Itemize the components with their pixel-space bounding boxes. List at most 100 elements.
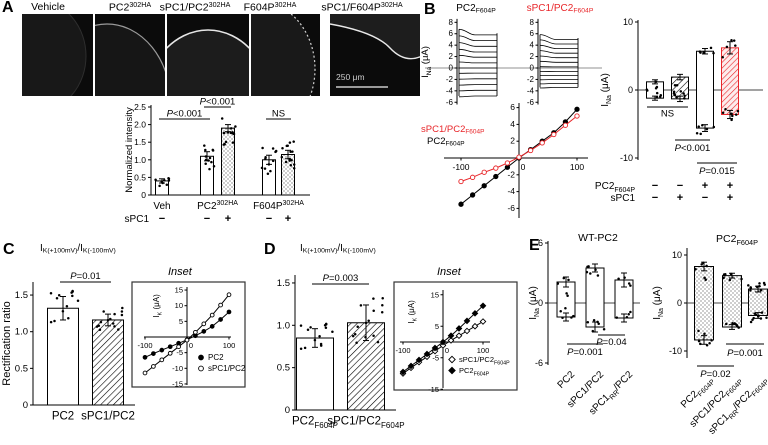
y-tick: -6	[527, 98, 535, 107]
significance-bracket: P=0.003	[312, 273, 369, 285]
legend-label: sPC1/PC2F604P	[459, 355, 510, 366]
iv-legend-item-spc1-pc2f604p: sPC1/PC2F604P	[421, 124, 485, 136]
y-tick: -6	[507, 203, 515, 213]
y-tick: -2	[527, 75, 535, 84]
significance-label: P<0.001	[167, 109, 203, 120]
y-tick: -4	[446, 86, 454, 95]
y-tick: 4	[449, 41, 454, 50]
panel-b-label: B	[424, 1, 436, 18]
significance-label: NS	[272, 109, 285, 120]
x-tick: 100	[570, 162, 584, 172]
y-tick: 2.5	[134, 102, 146, 112]
legend: PC2 sPC1/PC2	[198, 353, 246, 373]
group-label: F604P302HA	[253, 200, 304, 212]
y-axis-label: Normalized intensity	[124, 107, 135, 193]
trace-family: 8 6 4 2 0 -2 -4 -6	[446, 18, 498, 107]
row-symbol: +	[225, 213, 231, 225]
panel-d-chart-title: IK(+100mV)/IK(-100mV)	[300, 243, 376, 255]
y-tick: -4	[527, 86, 535, 95]
x-tick: -100	[452, 162, 469, 172]
y-tick: 1.5	[277, 278, 290, 289]
y-tick: 8	[449, 18, 454, 27]
y-tick: 0	[628, 85, 633, 95]
x-tick: 0	[521, 162, 526, 172]
series	[458, 113, 580, 185]
legend-label: PC2	[208, 353, 224, 362]
y-tick: 8	[530, 18, 535, 27]
floating-bar	[695, 46, 716, 136]
y-tick: 6	[530, 29, 535, 38]
floating-bar	[645, 79, 664, 101]
y-tick: 0.5	[15, 363, 28, 374]
y-tick: 0	[449, 64, 454, 73]
significance-label: P=0.003	[323, 273, 359, 284]
panel-c-chart-title: IK(+100mV)/IK(-100mV)	[40, 243, 116, 255]
traces-title-pc2f604p: PC2F604P	[456, 3, 496, 15]
bar	[92, 306, 124, 406]
y-tick: 10	[175, 301, 183, 310]
row-symbol: +	[677, 192, 683, 204]
bar	[280, 140, 296, 196]
y-tick: 2	[530, 52, 535, 61]
y-tick: 2.0	[134, 120, 146, 130]
y-tick: 5	[435, 322, 439, 331]
axis: -100 0 100 15 10 5 -5 -10 -15 IK (μA)	[137, 286, 235, 389]
y-tick: 1.0	[134, 155, 146, 165]
y-tick: 0.5	[277, 363, 290, 374]
micrograph-label-vehicle: Vehicle	[31, 1, 65, 13]
group-label: PC2302HA	[197, 200, 238, 212]
floating-bar	[694, 261, 714, 347]
significance-label: P=0.015	[699, 166, 735, 177]
significance-label: P=0.001	[727, 348, 763, 359]
y-tick: 0	[285, 405, 290, 416]
y-tick: -10	[669, 346, 682, 356]
significance-bracket: P=0.04	[596, 334, 627, 348]
y-tick: -5	[176, 348, 183, 357]
y-tick: 0	[677, 298, 682, 308]
floating-bar	[585, 263, 606, 333]
x-tick: -100	[137, 341, 152, 350]
significance-label: P=0.001	[567, 347, 603, 358]
group-label: Veh	[153, 201, 170, 212]
inset-c-title: Inset	[168, 266, 192, 278]
y-axis-label: INa (μA)	[528, 286, 541, 320]
panel-b-current-traces: 8 6 4 2 0 -2 -4 -6 8 6 4 2 0 -2 -4 -6 INa (μA)	[420, 18, 602, 107]
significance-bracket: NS	[266, 109, 291, 120]
y-axis-label: IK (μA)	[407, 300, 418, 324]
y-tick: 0	[23, 400, 28, 411]
inset-d-title: Inset	[437, 266, 461, 278]
category-label: PC2	[556, 369, 578, 391]
x-tick: 100	[477, 346, 490, 355]
bar	[154, 176, 171, 196]
y-tick: -6	[446, 98, 454, 107]
inset-frame	[131, 281, 246, 388]
y-axis-label: Rectification ratio	[1, 301, 13, 385]
bar	[47, 289, 80, 406]
y-axis-label: IK (μA)	[152, 294, 163, 318]
y-tick: -6	[535, 358, 543, 368]
iv-legend-item-pc2f604p: PC2F604P	[427, 136, 465, 148]
y-tick: -10	[620, 153, 633, 163]
y-axis-label: INa (μA)	[652, 286, 665, 320]
micrograph	[95, 14, 165, 96]
x-tick: 0	[189, 341, 193, 350]
micrograph-label-pc2: PC2302HA	[108, 1, 152, 14]
panel-b-iv-plot: -100 0 100 -6 -4 -2 2 4 6	[444, 102, 588, 218]
row-symbol: +	[702, 180, 708, 192]
row-symbol: +	[727, 192, 733, 204]
significance-bracket: NS	[647, 106, 688, 120]
significance-label: P=0.02	[700, 369, 730, 380]
micrograph: 250 μm	[330, 14, 420, 96]
y-tick: 15	[431, 290, 439, 299]
y-tick: 1.0	[277, 320, 290, 331]
floating-bar	[722, 272, 743, 330]
x-tick: 0	[445, 346, 449, 355]
bar	[296, 322, 334, 411]
y-axis-label: INa (μA)	[600, 73, 613, 107]
